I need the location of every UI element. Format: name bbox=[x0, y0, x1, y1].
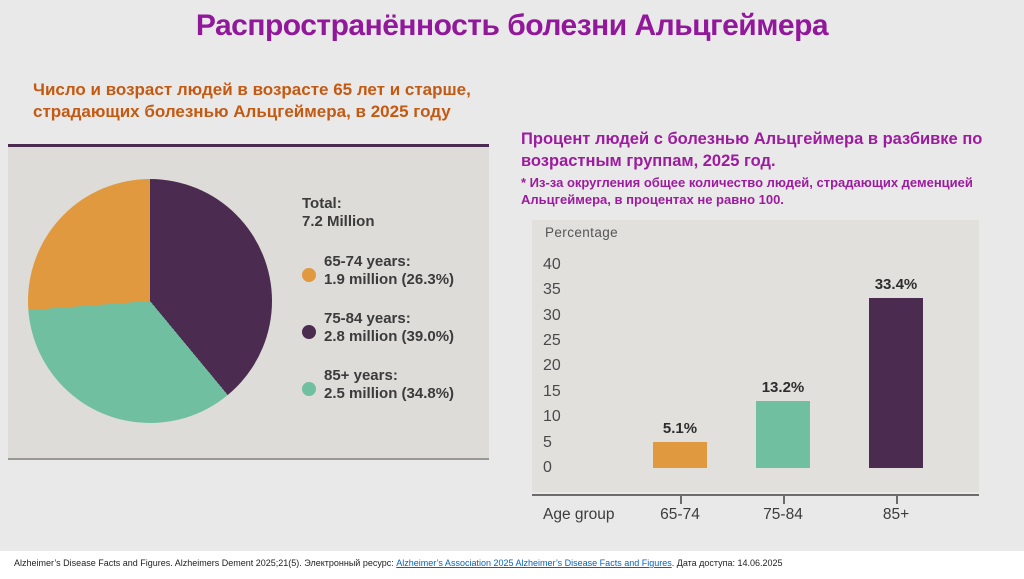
y-tick-label: 15 bbox=[543, 382, 561, 400]
legend-value: 1.9 million (26.3%) bbox=[324, 271, 455, 288]
x-axis-line bbox=[532, 494, 979, 496]
legend-label: 85+ years: bbox=[324, 367, 398, 384]
pie-section-heading: Число и возраст людей в возрасте 65 лет … bbox=[33, 80, 471, 121]
bar-65-74 bbox=[653, 442, 707, 468]
pie-total-label: Total: bbox=[302, 195, 342, 212]
legend-swatch-75-84-icon bbox=[302, 325, 316, 339]
x-category-label: 75-84 bbox=[763, 506, 803, 523]
y-tick-label: 40 bbox=[543, 255, 561, 273]
bar-section-note: * Из-за округления общее количество люде… bbox=[521, 175, 973, 207]
legend-item-85plus: 85+ years: 2.5 million (34.8%) bbox=[302, 367, 487, 403]
footer-text-post: . Дата доступа: 14.06.2025 bbox=[671, 558, 783, 568]
x-tick bbox=[896, 496, 898, 504]
legend-label: 65-74 years: bbox=[324, 253, 411, 270]
y-tick-label: 0 bbox=[543, 459, 552, 476]
legend-item-75-84: 75-84 years: 2.8 million (39.0%) bbox=[302, 310, 487, 346]
bar-value-label: 13.2% bbox=[761, 378, 805, 396]
pie-total-value: 7.2 Million bbox=[302, 213, 375, 230]
bar-75-84 bbox=[756, 400, 810, 468]
x-category-label: 65-74 bbox=[660, 506, 700, 523]
bar-value-label: 5.1% bbox=[662, 420, 698, 438]
page-title: Распространённость болезни Альцгеймера bbox=[195, 9, 829, 42]
bar-x-axis: Age group 65-74 75-84 85+ bbox=[532, 492, 979, 532]
pie-legend: Total: 7.2 Million 65-74 years: 1.9 mill… bbox=[302, 195, 487, 424]
y-tick-label: 5 bbox=[543, 433, 552, 451]
y-tick-label: 20 bbox=[543, 357, 561, 375]
bar-x-axis-title: Age group bbox=[543, 506, 615, 523]
legend-label: 75-84 years: bbox=[324, 310, 411, 327]
footer-link[interactable]: Alzheimer’s Association 2025 Alzheimer’s… bbox=[396, 558, 672, 568]
bar-y-axis-title: Percentage bbox=[545, 225, 619, 240]
legend-text-85plus: 85+ years: 2.5 million (34.8%) bbox=[324, 367, 454, 403]
y-tick-label: 25 bbox=[543, 332, 561, 349]
pie-panel: Total: 7.2 Million 65-74 years: 1.9 mill… bbox=[8, 144, 489, 460]
y-tick-label: 30 bbox=[543, 306, 561, 324]
x-category-label: 85+ bbox=[882, 506, 910, 523]
legend-swatch-65-74-icon bbox=[302, 268, 316, 282]
y-tick-label: 35 bbox=[543, 281, 561, 299]
pie-chart bbox=[28, 179, 272, 423]
footer-citation: Alzheimer’s Disease Facts and Figures. A… bbox=[0, 551, 1024, 579]
bar-85+ bbox=[869, 298, 923, 468]
x-tick bbox=[680, 496, 682, 504]
legend-text-75-84: 75-84 years: 2.8 million (39.0%) bbox=[324, 310, 454, 346]
legend-value: 2.5 million (34.8%) bbox=[324, 385, 455, 402]
bar-section-heading-block: Процент людей с болезнью Альцгеймера в р… bbox=[521, 128, 1019, 208]
footer-text-pre: Alzheimer’s Disease Facts and Figures. A… bbox=[14, 558, 397, 568]
legend-value: 2.8 million (39.0%) bbox=[324, 328, 455, 345]
bar-section-heading: Процент людей с болезнью Альцгеймера в р… bbox=[521, 130, 983, 170]
y-tick-label: 10 bbox=[543, 408, 561, 426]
bar-panel: Percentage 0 5 10 15 20 25 30 35 40 5.1% 13.2% 33.4… bbox=[532, 220, 979, 492]
legend-item-65-74: 65-74 years: 1.9 million (26.3%) bbox=[302, 253, 487, 289]
legend-swatch-85plus-icon bbox=[302, 382, 316, 396]
legend-text-65-74: 65-74 years: 1.9 million (26.3%) bbox=[324, 253, 454, 289]
x-tick bbox=[783, 496, 785, 504]
bar-value-label: 33.4% bbox=[874, 276, 918, 294]
pie-total: Total: 7.2 Million bbox=[302, 195, 487, 231]
